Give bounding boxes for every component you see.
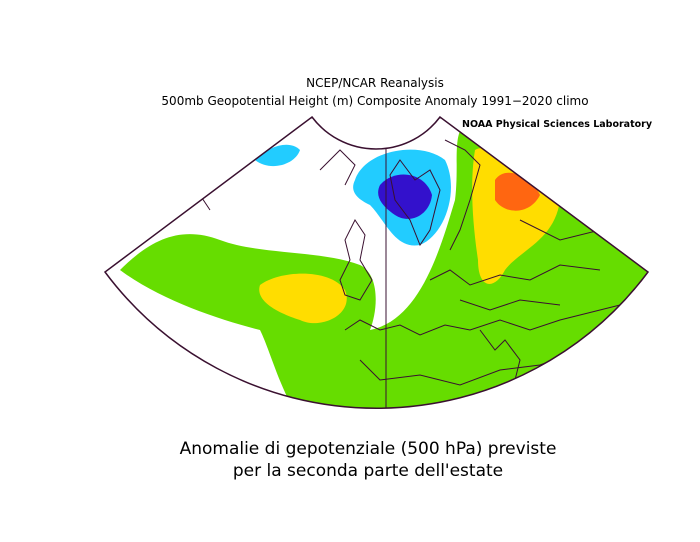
map-title: NCEP/NCAR Reanalysis: [306, 76, 444, 90]
caption-line: per la seconda parte dell'estate: [233, 461, 503, 481]
map-frame: [103, 115, 650, 410]
map-subtitle: 500mb Geopotential Height (m) Composite …: [161, 94, 588, 108]
strong-negative-anomaly: [378, 174, 432, 219]
anomaly-field: [105, 117, 648, 409]
strong-positive-anomaly: [259, 273, 347, 324]
map-credit: NOAA Physical Sciences Laboratory: [462, 119, 653, 130]
coastlines: [179, 139, 641, 386]
negative-anomaly: [255, 144, 300, 167]
caption-line: Anomalie di gepotenziale (500 hPa) previ…: [180, 439, 557, 459]
